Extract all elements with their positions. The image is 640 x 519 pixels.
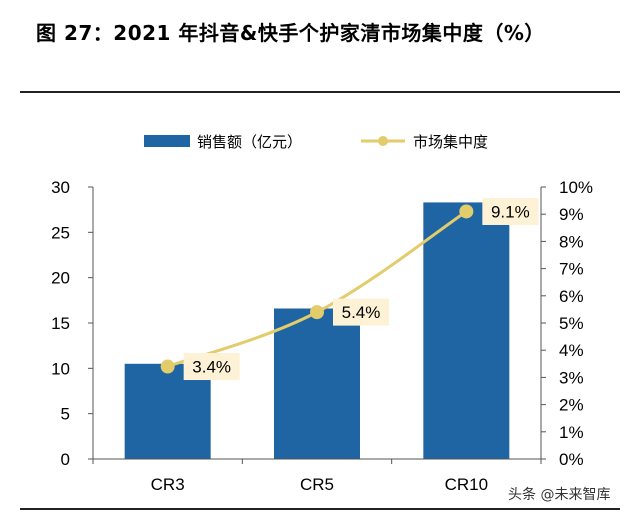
legend-line-marker [378,136,388,146]
x-tick-label: CR5 [300,475,334,494]
y-right-tick-label: 7% [559,260,584,279]
legend: 销售额（亿元） 市场集中度 [144,133,488,151]
y-left-tick-label: 5 [61,405,70,424]
y-left-tick-label: 10 [51,359,70,378]
y-right-tick-label: 2% [559,396,584,415]
chart-title: 图 27：2021 年抖音&快手个护家清市场集中度（%） [36,21,545,45]
y-right-tick-label: 0% [559,450,584,469]
y-left-tick-label: 30 [51,178,70,197]
x-tick-label: CR10 [445,475,488,494]
y-right-tick-label: 1% [559,423,584,442]
y-right-tick-label: 3% [559,368,584,387]
legend-label-sales: 销售额（亿元） [197,133,302,151]
data-label: 3.4% [192,358,231,377]
point-cr3 [160,359,175,374]
bar-cr10 [423,202,510,459]
data-label-bg [333,298,389,326]
x-tick-label: CR3 [151,475,185,494]
y-right-tick-label: 9% [559,205,584,224]
point-cr10 [459,204,474,219]
bar-cr5 [274,308,360,459]
data-label-bg [482,197,539,225]
point-cr5 [310,305,324,320]
watermark: 头条 @未来智库 [508,487,611,503]
y-right-tick-label: 6% [559,287,584,306]
y-right-tick-label: 5% [559,314,584,333]
y-left-tick-label: 0 [61,450,70,469]
legend-bar-swatch [144,135,190,147]
data-label-bg [183,353,240,381]
data-label: 5.4% [342,303,381,322]
data-labels: 3.4% 5.4% 9.1% [183,197,539,381]
top-divider [20,91,620,93]
y-right-tick-label: 10% [559,178,593,197]
bottom-divider [20,508,620,510]
legend-label-concentration: 市场集中度 [413,133,488,151]
y-left-tick-label: 15 [51,314,70,333]
bars [124,202,510,459]
y-left-tick-label: 20 [51,269,70,288]
y-right-tick-label: 4% [559,341,584,360]
y-right-tick-label: 8% [559,232,584,251]
axes: 0 5 10 15 20 25 30 0% 1% 2% 3% 4% 5% 6% 7% 8% 9% 10% CR3 CR… [51,178,593,494]
y-left-tick-label: 25 [51,223,70,242]
data-label: 9.1% [491,202,530,221]
